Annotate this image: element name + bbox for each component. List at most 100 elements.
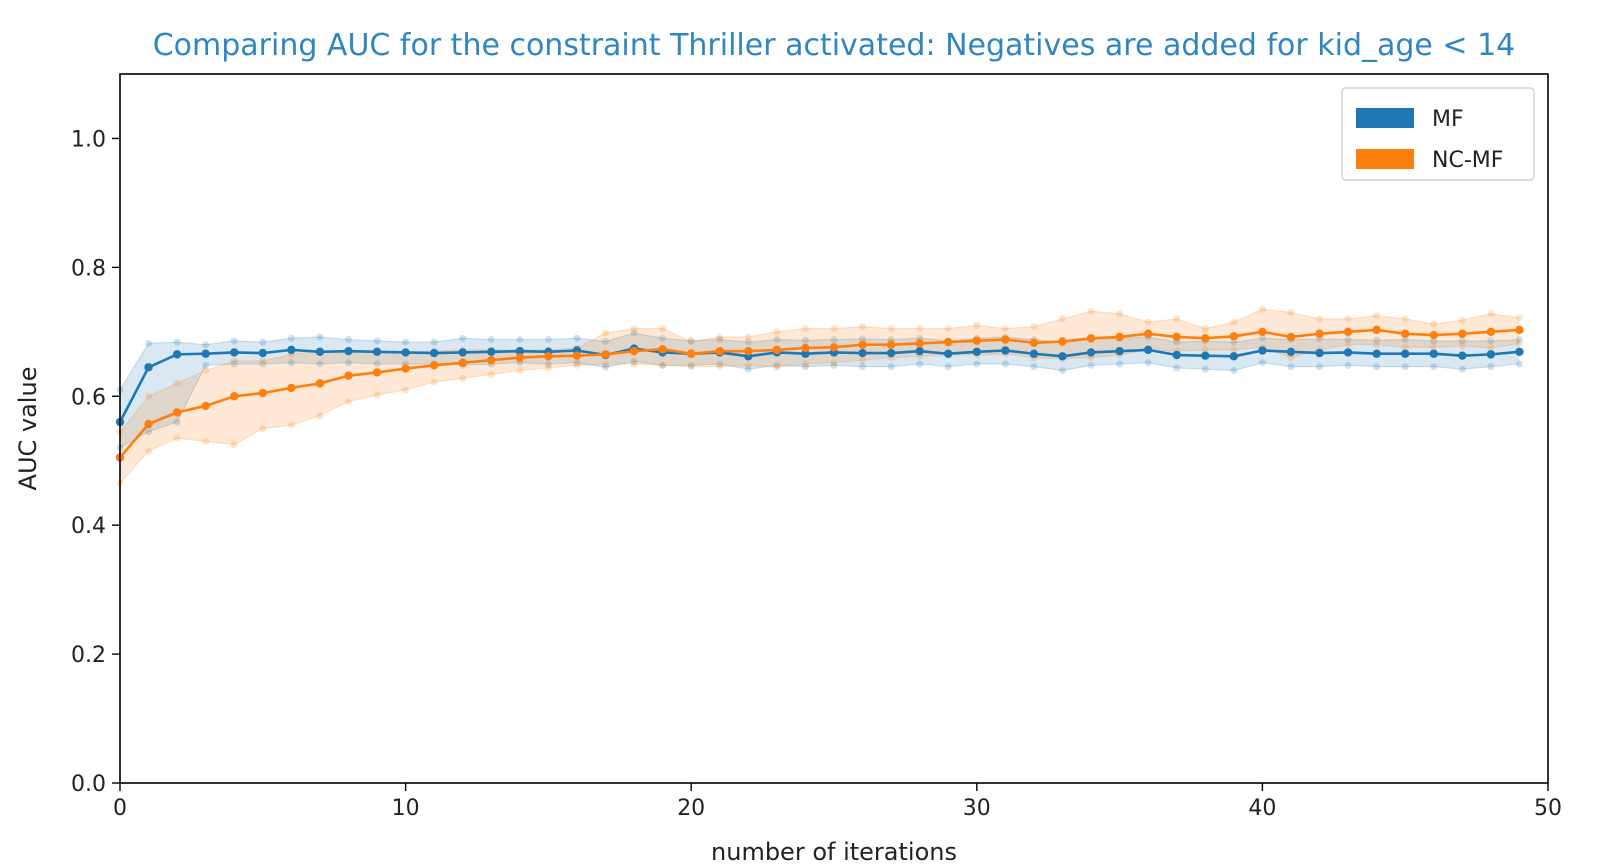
nc-mf-lower-point xyxy=(801,360,809,368)
mf-lower-point xyxy=(944,363,952,371)
nc-mf-point xyxy=(401,364,410,373)
nc-mf-point xyxy=(572,351,582,360)
nc-mf-point xyxy=(258,388,267,398)
mf-lower-point xyxy=(544,360,552,368)
mf-lower-point xyxy=(1458,365,1466,373)
y-axis-title: AUC value xyxy=(14,367,42,491)
nc-mf-point xyxy=(829,343,839,352)
mf-point xyxy=(1229,352,1239,361)
mf-point xyxy=(1029,349,1039,358)
mf-lower-point xyxy=(1087,361,1095,369)
mf-line xyxy=(118,347,1520,423)
mf-lower-point xyxy=(916,360,924,368)
mf-point xyxy=(801,349,810,358)
nc-mf-upper-point xyxy=(916,325,924,333)
mf-upper-point xyxy=(859,335,867,343)
mf-point xyxy=(515,346,525,356)
nc-mf-lower-point xyxy=(1287,354,1295,362)
nc-mf-point xyxy=(858,340,867,349)
mf-point xyxy=(858,348,867,358)
nc-mf-lower-point xyxy=(659,361,667,369)
nc-mf-upper-point xyxy=(859,323,867,331)
nc-mf-band-lower xyxy=(119,342,1520,484)
mf-lower-point xyxy=(1373,363,1381,371)
nc-mf-point xyxy=(629,346,639,356)
nc-mf-upper-point xyxy=(687,337,695,345)
nc-mf-upper-point xyxy=(1316,315,1324,323)
nc-mf-upper-point xyxy=(1515,314,1523,322)
mf-point xyxy=(1343,348,1353,357)
plot-frame xyxy=(119,73,1549,784)
nc-mf-point xyxy=(1315,329,1324,338)
nc-mf-point xyxy=(1286,332,1296,342)
nc-mf-point xyxy=(1086,334,1096,343)
mf-lower-point xyxy=(1058,366,1066,374)
nc-mf-upper-point xyxy=(602,329,610,337)
nc-mf-point xyxy=(515,353,525,362)
mf-legend-swatch xyxy=(1356,108,1414,128)
mf-point xyxy=(344,346,353,356)
nc-mf-lower-point xyxy=(173,434,181,442)
y-tick-label: 0.8 xyxy=(71,256,106,281)
mf-point xyxy=(1201,351,1210,360)
mf-lower-point xyxy=(1230,366,1238,374)
mf-upper-point xyxy=(259,338,267,346)
mf-point xyxy=(972,347,981,356)
nc-mf-upper-point xyxy=(1373,312,1381,320)
nc-mf-point xyxy=(744,346,753,356)
mf-lower-point xyxy=(316,360,324,368)
nc-mf-point xyxy=(772,345,782,355)
nc-mf-upper-point xyxy=(1401,315,1409,323)
mf-upper-point xyxy=(145,339,153,347)
mf-point xyxy=(315,347,325,356)
nc-mf-upper-point xyxy=(1230,318,1238,326)
nc-mf-point xyxy=(429,361,439,370)
mf-point xyxy=(1486,350,1496,359)
nc-mf-lower-point xyxy=(859,356,867,364)
mf-band-upper xyxy=(119,332,1520,391)
mf-lower-point xyxy=(373,360,381,368)
mf-upper-point xyxy=(830,336,838,344)
mf-upper-point xyxy=(1344,336,1352,344)
y-tick-label: 0.4 xyxy=(71,514,106,539)
nc-mf-lower-point xyxy=(544,364,552,372)
x-tick-label: 0 xyxy=(113,796,127,821)
mf-point xyxy=(230,348,239,357)
nc-mf-point xyxy=(1515,325,1524,335)
mf-upper-point xyxy=(573,334,581,342)
x-tick-label: 20 xyxy=(677,796,705,821)
nc-mf-lower-point xyxy=(573,361,581,369)
nc-mf-point xyxy=(544,352,553,361)
nc-mf-lower-point xyxy=(773,363,781,371)
nc-mf-point xyxy=(687,349,696,358)
nc-mf-point xyxy=(1372,325,1381,335)
mf-upper-point xyxy=(316,333,324,341)
nc-mf-upper-point xyxy=(716,333,724,341)
nc-mf-point xyxy=(230,392,239,401)
x-axis: 0 10 20 30 40 50 xyxy=(113,783,1562,821)
mf-lower-point xyxy=(1258,359,1266,367)
y-axis: 0.0 0.2 0.4 0.6 0.8 1.0 xyxy=(71,127,120,797)
mf-point xyxy=(172,350,182,359)
mf-point xyxy=(886,348,896,358)
mf-legend-label: MF xyxy=(1432,107,1464,132)
nc-mf-point xyxy=(886,340,896,349)
nc-mf-point xyxy=(1229,332,1239,341)
nc-mf-point xyxy=(172,408,182,417)
nc-mf-lower-point xyxy=(202,437,210,445)
mf-lower-point xyxy=(287,359,295,367)
mf-upper-point xyxy=(801,336,809,344)
chart-title: Comparing AUC for the constraint Thrille… xyxy=(153,28,1516,63)
nc-mf-upper-point xyxy=(1087,307,1095,315)
nc-mf-lower-point xyxy=(373,391,381,399)
mf-upper-point xyxy=(659,334,667,342)
mf-lower-point xyxy=(830,361,838,369)
nc-mf-lower-point xyxy=(316,412,324,420)
nc-mf-upper-point xyxy=(1116,310,1124,318)
nc-mf-point xyxy=(1172,332,1181,342)
nc-mf-point xyxy=(315,379,325,388)
nc-mf-point xyxy=(1143,329,1153,338)
nc-mf-lower-point xyxy=(516,366,524,374)
mf-point xyxy=(1086,348,1096,357)
mf-lower-point xyxy=(145,428,153,436)
